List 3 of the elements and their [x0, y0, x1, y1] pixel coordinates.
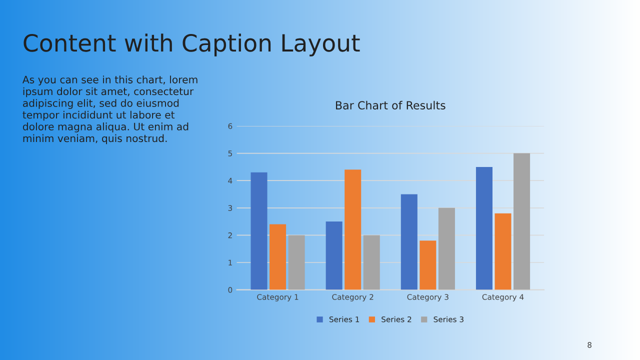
text: As you can see in this chart, lorem ipsum dolor sit amet, consectetur adipiscing elit, sed do eiusmod tempor incididunt ut labore et dolore magna aliqua. Ut enim ad minim veniam, quis nostrud. — [22, 76, 198, 144]
chart-title: Bar Chart of Results — [336, 100, 446, 110]
text: Content with Caption Layout — [24, 34, 360, 56]
